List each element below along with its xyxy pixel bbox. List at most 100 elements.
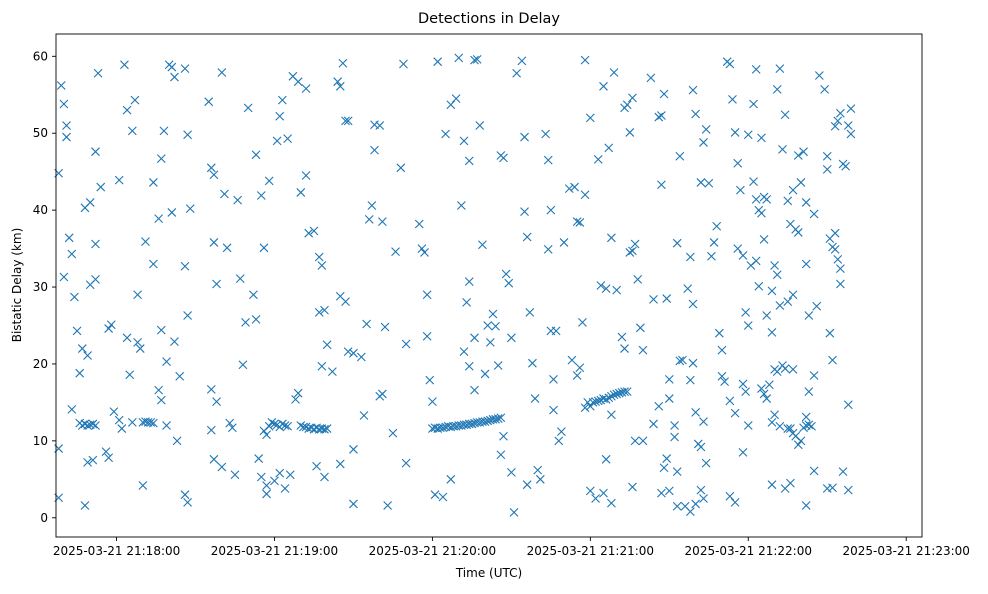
data-point	[696, 442, 706, 452]
data-point	[728, 94, 737, 104]
data-point	[77, 344, 87, 353]
data-point	[314, 308, 324, 317]
data-point	[604, 393, 614, 403]
data-point	[607, 391, 616, 401]
data-point	[338, 58, 348, 68]
data-point	[701, 458, 711, 468]
data-point	[127, 126, 137, 136]
data-point	[475, 121, 485, 130]
data-point	[659, 89, 669, 99]
data-point	[788, 185, 798, 195]
data-point	[80, 501, 90, 510]
data-point	[417, 244, 427, 253]
data-point	[836, 279, 845, 289]
data-point	[717, 371, 727, 381]
data-point	[59, 99, 69, 109]
data-point	[464, 361, 474, 371]
data-point	[672, 238, 682, 248]
data-point	[833, 116, 843, 126]
data-point	[846, 104, 856, 113]
data-point	[780, 110, 790, 120]
data-point	[759, 234, 769, 244]
data-point	[293, 388, 303, 398]
data-point	[480, 417, 490, 427]
data-point	[628, 482, 637, 492]
data-point	[522, 232, 532, 242]
data-point	[751, 194, 761, 204]
data-point	[180, 64, 190, 73]
data-point	[730, 128, 740, 137]
y-tick-label: 20	[33, 357, 48, 371]
data-point	[275, 468, 285, 478]
data-point	[64, 233, 74, 243]
x-tick-label: 2025-03-21 21:22:00	[685, 544, 812, 558]
data-point	[462, 298, 472, 307]
data-point	[485, 338, 495, 347]
data-point	[249, 290, 258, 300]
data-point	[243, 103, 253, 113]
data-point	[291, 394, 300, 404]
data-point	[127, 418, 137, 427]
data-point	[388, 428, 398, 438]
data-point	[154, 214, 164, 223]
data-point	[141, 237, 150, 247]
data-point	[783, 297, 793, 307]
data-point	[738, 448, 748, 457]
data-point	[488, 309, 498, 319]
data-point	[270, 476, 279, 486]
data-point	[801, 412, 811, 422]
data-point	[775, 64, 785, 73]
data-point	[841, 161, 851, 171]
data-point	[209, 454, 219, 464]
data-point	[277, 95, 287, 105]
data-point	[370, 145, 379, 155]
x-tick-label: 2025-03-21 21:19:00	[211, 544, 338, 558]
data-point	[206, 425, 216, 435]
data-point	[617, 332, 627, 342]
data-point	[588, 398, 598, 407]
data-point	[612, 389, 622, 399]
data-point	[467, 419, 477, 429]
data-point	[480, 369, 490, 379]
data-point	[688, 299, 698, 309]
data-point	[762, 311, 772, 320]
data-point	[438, 492, 448, 502]
data-point	[672, 467, 682, 477]
data-point	[375, 121, 385, 130]
data-point	[264, 176, 274, 186]
data-point	[149, 418, 158, 428]
data-point	[607, 410, 616, 420]
data-point	[62, 132, 71, 142]
data-point	[91, 421, 100, 430]
data-point	[807, 421, 816, 431]
data-point	[459, 347, 469, 357]
data-point	[670, 432, 679, 442]
data-point	[836, 108, 845, 118]
plot-frame	[55, 33, 923, 538]
data-point	[664, 394, 674, 403]
data-point	[167, 62, 177, 72]
data-point	[362, 319, 371, 329]
data-point	[578, 318, 587, 327]
data-point	[830, 228, 840, 238]
data-point	[620, 344, 629, 353]
data-point	[733, 158, 743, 168]
data-point	[767, 418, 777, 427]
data-point	[654, 401, 664, 411]
data-point	[496, 413, 506, 423]
data-point	[664, 486, 674, 496]
data-point	[743, 321, 753, 330]
data-point	[528, 358, 537, 368]
data-point	[275, 111, 285, 121]
data-point	[301, 84, 311, 93]
data-point	[828, 483, 837, 493]
data-point	[675, 151, 685, 161]
data-point	[88, 419, 98, 429]
data-point	[786, 424, 795, 433]
data-point	[712, 221, 722, 231]
data-point	[788, 364, 798, 374]
data-point	[109, 407, 119, 417]
data-point	[735, 185, 745, 195]
data-point	[122, 333, 132, 343]
